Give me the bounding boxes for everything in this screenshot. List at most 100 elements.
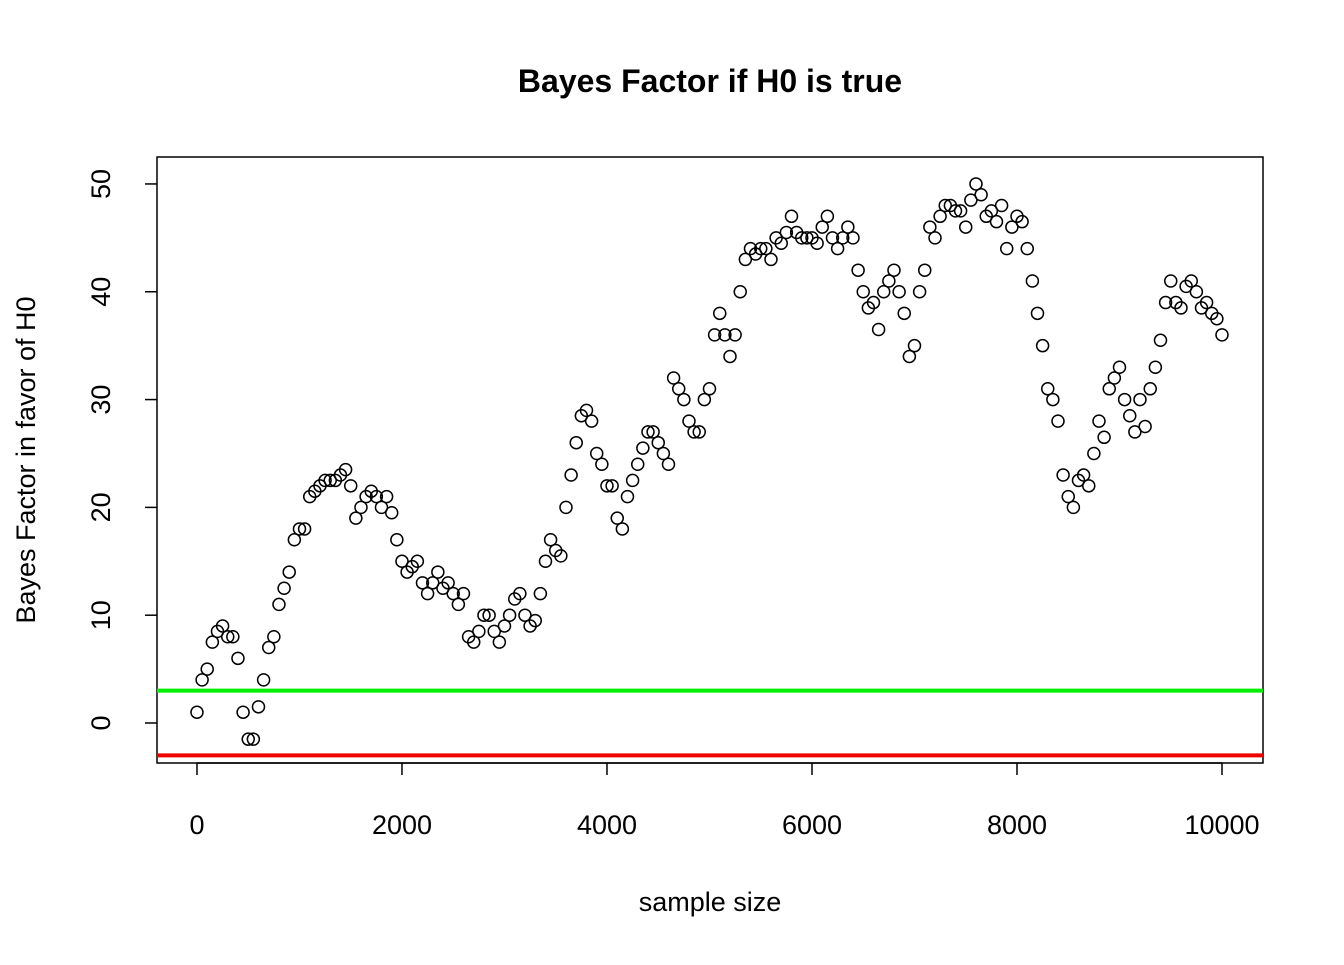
point	[251, 700, 266, 714]
point	[241, 732, 255, 746]
y-axis-title: Bayes Factor in favor of H0	[11, 296, 41, 623]
point	[820, 209, 835, 224]
point	[666, 371, 681, 385]
point	[1148, 360, 1163, 374]
point	[892, 285, 906, 299]
point	[656, 446, 671, 461]
point	[969, 177, 983, 191]
point	[456, 586, 471, 601]
point	[661, 457, 676, 472]
point	[651, 435, 665, 450]
point	[871, 322, 886, 337]
point	[297, 522, 312, 536]
point	[518, 608, 532, 622]
point	[323, 473, 337, 488]
point	[753, 241, 768, 256]
point	[928, 231, 942, 245]
point	[282, 565, 296, 579]
point	[984, 204, 999, 218]
point	[841, 220, 855, 234]
point	[718, 328, 732, 342]
point	[933, 209, 947, 224]
point	[1097, 430, 1111, 445]
point	[1092, 414, 1106, 428]
point	[1076, 468, 1091, 482]
y-tick-label: 20	[86, 492, 116, 522]
point	[907, 338, 922, 353]
point	[846, 231, 860, 245]
point	[272, 597, 286, 612]
point	[1030, 306, 1045, 321]
point	[569, 435, 583, 450]
point	[707, 328, 722, 342]
point	[261, 640, 276, 655]
point	[292, 522, 307, 536]
point	[953, 204, 968, 218]
point	[835, 231, 850, 245]
point	[589, 446, 604, 461]
point	[897, 306, 911, 321]
point	[794, 231, 809, 245]
point	[267, 630, 281, 644]
point	[994, 198, 1009, 213]
point	[1046, 392, 1060, 407]
point	[1020, 241, 1034, 256]
point	[374, 500, 389, 515]
point	[923, 220, 937, 234]
x-tick-label: 2000	[372, 810, 432, 840]
point	[825, 231, 840, 245]
point	[415, 576, 430, 590]
point	[379, 489, 394, 504]
point	[1066, 500, 1081, 515]
point	[343, 479, 358, 493]
point	[466, 635, 481, 649]
point	[830, 241, 845, 256]
point	[1061, 489, 1075, 504]
point	[425, 576, 440, 590]
point	[195, 673, 209, 687]
y-tick-label: 50	[86, 169, 116, 199]
point	[1163, 274, 1178, 288]
point	[1138, 419, 1152, 434]
point	[974, 187, 988, 202]
point	[482, 608, 496, 622]
point	[497, 619, 512, 633]
point	[477, 608, 491, 622]
point	[815, 220, 829, 234]
point	[1133, 392, 1147, 407]
point	[671, 382, 686, 396]
plot-frame	[156, 156, 1264, 764]
point	[902, 349, 917, 364]
point	[1153, 333, 1168, 348]
point	[559, 500, 573, 515]
point	[938, 198, 952, 213]
point	[487, 624, 501, 639]
point	[779, 225, 794, 240]
point	[1081, 479, 1096, 493]
point	[528, 613, 542, 628]
point	[630, 457, 645, 472]
point	[964, 193, 978, 207]
point	[1040, 382, 1055, 396]
x-tick-label: 6000	[782, 810, 842, 840]
point	[1210, 311, 1224, 326]
point	[784, 209, 799, 224]
point	[1035, 338, 1050, 353]
point	[600, 479, 614, 493]
point	[605, 479, 619, 493]
point	[728, 328, 742, 342]
x-tick-label: 10000	[1184, 810, 1259, 840]
point	[610, 511, 624, 525]
point	[1015, 214, 1029, 229]
y-tick-label: 30	[86, 385, 116, 415]
point	[733, 285, 747, 299]
point	[1143, 382, 1157, 396]
point	[856, 285, 870, 299]
point	[390, 532, 404, 547]
point	[917, 263, 932, 277]
point	[246, 732, 261, 746]
y-tick-label: 10	[86, 600, 116, 630]
point	[226, 630, 240, 644]
point	[420, 586, 435, 601]
point	[774, 236, 788, 250]
